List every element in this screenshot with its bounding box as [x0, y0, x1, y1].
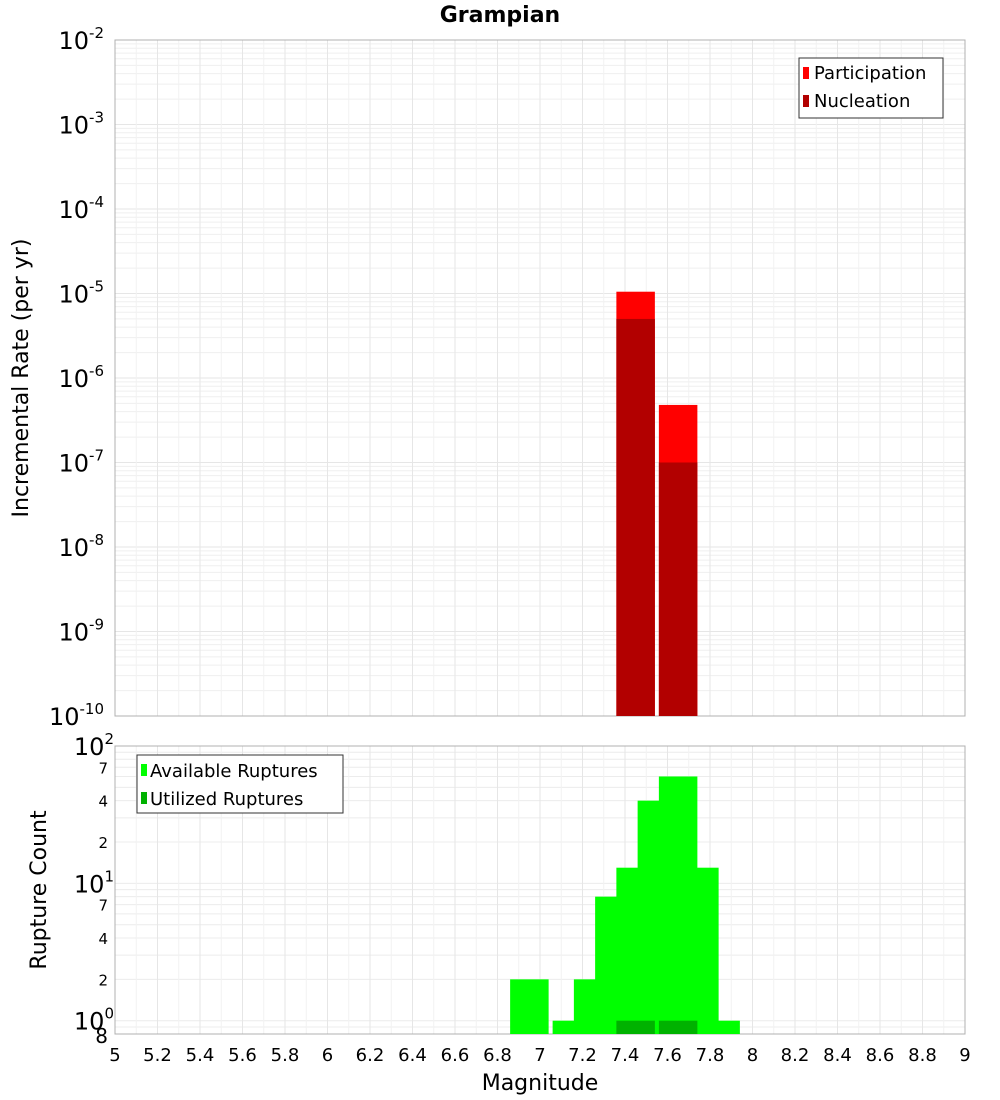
bar-available-ruptures-7.85 — [701, 1020, 740, 1034]
y-tick-label: 10-4 — [58, 193, 104, 224]
x-tick-label: 8.2 — [781, 1045, 810, 1066]
x-tick-label: 6.8 — [483, 1045, 512, 1066]
x-ticks: 5 5.2 5.4 5.6 5.8 6 6.2 6.4 6.6 6.8 7 7.2 7.4 7.6 7.8 8… — [109, 1045, 970, 1066]
bar-utilized-ruptures-7.65 — [658, 1020, 698, 1034]
x-tick-label: 6.6 — [441, 1045, 470, 1066]
legend-swatch-participation — [803, 67, 809, 79]
x-tick-label: 7.2 — [568, 1045, 597, 1066]
y-tick-label: 2 — [98, 834, 108, 852]
x-tick-label: 8.6 — [866, 1045, 895, 1066]
y-tick-label: 101 — [74, 867, 114, 898]
x-tick-label: 5 — [109, 1045, 120, 1066]
top-y-ticks: 10-2 10-3 10-4 10-5 10-6 10-7 10-8 10-9 10-10 — [49, 24, 104, 731]
x-tick-label: 6 — [322, 1045, 333, 1066]
y-tick-label: 10-2 — [58, 24, 104, 55]
x-tick-label: 8.4 — [823, 1045, 852, 1066]
x-tick-label: 7.8 — [696, 1045, 725, 1066]
y-tick-label: 10-9 — [58, 616, 104, 647]
legend-label-available: Available Ruptures — [150, 761, 318, 782]
legend-label-participation: Participation — [814, 63, 926, 84]
x-tick-label: 6.4 — [398, 1045, 427, 1066]
x-tick-label: 6.2 — [356, 1045, 385, 1066]
x-tick-label: 9 — [959, 1045, 970, 1066]
legend-label-utilized: Utilized Ruptures — [150, 789, 303, 810]
top-bars — [616, 291, 698, 716]
x-tick-label: 8 — [747, 1045, 758, 1066]
chart-title: Grampian — [440, 3, 560, 28]
y-tick-label: 7 — [98, 759, 108, 777]
legend-swatch-utilized — [141, 792, 147, 804]
legend-swatch-nucleation — [803, 95, 809, 107]
bar-available-ruptures-7.75 — [680, 867, 719, 1034]
bar-utilized-ruptures-7.45 — [616, 1020, 655, 1034]
y-tick-label: 4 — [98, 793, 108, 811]
legend-label-nucleation: Nucleation — [814, 91, 910, 112]
y-tick-label: 100 — [74, 1005, 114, 1036]
bar-available-ruptures-6.95 — [510, 979, 549, 1034]
y-tick-label: 10-5 — [58, 278, 104, 309]
x-tick-label: 5.2 — [143, 1045, 172, 1066]
x-tick-label: 5.4 — [186, 1045, 215, 1066]
y-tick-label: 4 — [98, 930, 108, 948]
x-tick-label: 7 — [534, 1045, 545, 1066]
y-tick-label: 10-7 — [58, 447, 104, 478]
y-tick-label: 10-6 — [58, 362, 104, 393]
y-tick-label: 2 — [98, 971, 108, 989]
x-tick-label: 5.6 — [228, 1045, 257, 1066]
x-axis-label: Magnitude — [482, 1071, 599, 1096]
top-grid — [114, 40, 966, 717]
x-tick-label: 7.4 — [611, 1045, 640, 1066]
bottom-y-axis-label: Rupture Count — [27, 810, 52, 970]
top-y-axis-label: Incremental Rate (per yr) — [9, 239, 34, 518]
legend-swatch-available — [141, 764, 147, 776]
x-tick-label: 7.6 — [653, 1045, 682, 1066]
y-tick-label: 10-8 — [58, 531, 104, 562]
y-tick-label: 102 — [74, 730, 114, 761]
x-tick-label: 8.8 — [908, 1045, 937, 1066]
bar-nucleation-7.65 — [658, 462, 698, 716]
bar-nucleation-7.45 — [616, 318, 655, 716]
y-tick-label: 8 — [95, 1024, 108, 1048]
y-tick-label: 10-10 — [49, 700, 104, 731]
bottom-bars — [510, 776, 740, 1034]
y-tick-label: 7 — [98, 897, 108, 915]
x-tick-label: 5.8 — [271, 1045, 300, 1066]
y-tick-label: 10-3 — [58, 109, 104, 140]
bottom-legend: Available Ruptures Utilized Ruptures — [136, 754, 344, 814]
top-legend: Participation Nucleation — [798, 57, 944, 119]
top-plot-area — [114, 39, 966, 717]
